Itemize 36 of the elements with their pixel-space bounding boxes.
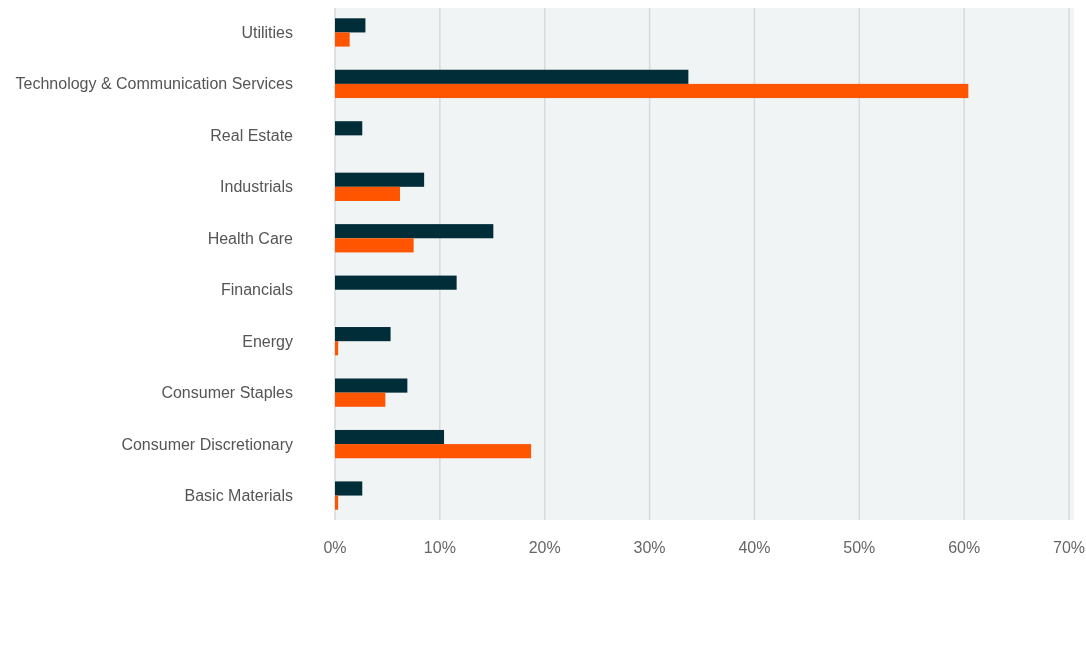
bar (335, 275, 457, 290)
bar (335, 495, 339, 510)
y-tick-label: Consumer Discretionary (121, 435, 293, 453)
x-tick-label: 20% (528, 539, 561, 556)
bar (335, 429, 445, 445)
y-tick-label: Technology & Communication Services (15, 75, 293, 93)
bar (335, 327, 391, 342)
bar (335, 172, 425, 187)
x-tick-label: 10% (423, 539, 456, 556)
x-tick-label: 30% (633, 539, 666, 556)
bar (335, 444, 532, 459)
y-tick-label: Consumer Staples (161, 384, 293, 402)
x-tick-label: 0% (323, 539, 347, 556)
bar (335, 238, 414, 253)
bar (335, 186, 401, 201)
bar (335, 69, 689, 84)
bar (335, 392, 386, 407)
y-tick-label: Basic Materials (184, 487, 293, 505)
x-tick-label: 70% (1052, 539, 1086, 556)
y-tick-label: Real Estate (210, 126, 294, 144)
bar (335, 32, 350, 47)
bar (335, 18, 366, 33)
bar (335, 121, 363, 136)
bar (335, 83, 969, 99)
y-tick-label: Utilities (241, 24, 293, 42)
bar (335, 378, 408, 393)
y-tick-label: Industrials (220, 178, 293, 196)
bar (335, 481, 363, 496)
x-tick-label: 50% (843, 539, 876, 556)
x-tick-label: 60% (948, 539, 981, 556)
y-tick-label: Energy (242, 332, 293, 350)
y-tick-label: Health Care (207, 229, 294, 247)
bar (335, 224, 494, 239)
bar (335, 341, 339, 356)
x-tick-label: 40% (738, 539, 771, 556)
y-tick-label: Financials (220, 281, 293, 299)
